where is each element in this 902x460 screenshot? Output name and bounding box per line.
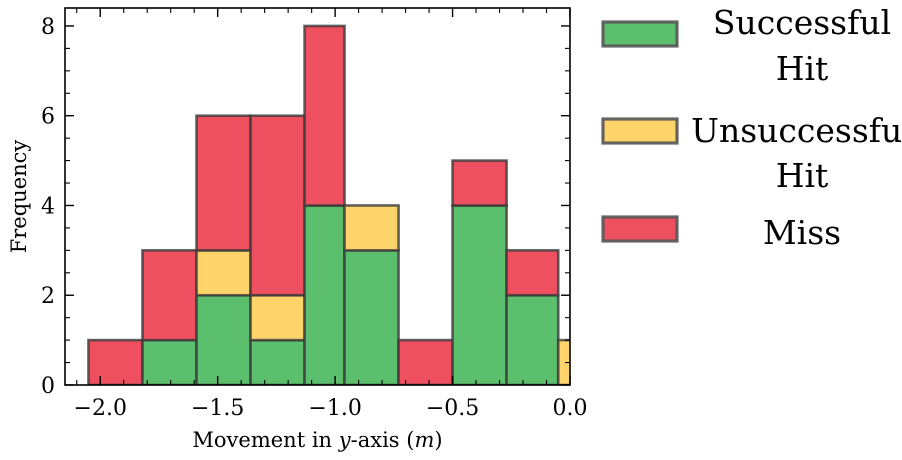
bar-unsuccessful-hit-bin-5 [343, 204, 400, 252]
bar-unsuccessful-hit-bin-3 [249, 293, 306, 342]
legend-label: Successful [713, 3, 891, 42]
x-tick-label: −0.5 [426, 396, 479, 421]
x-tick-label: −1.5 [191, 396, 244, 421]
x-axis-label-part: ) [434, 428, 442, 452]
legend-swatch [601, 215, 679, 243]
x-axis-label-part: -axis ( [351, 428, 415, 452]
bars-group [87, 24, 570, 385]
tick-labels-group: −2.0 −1.5 −1.0 −0.5 0.0 0 2 4 6 8 [41, 15, 588, 421]
y-tick-label: 6 [41, 105, 55, 130]
x-tick-label: −1.0 [308, 396, 361, 421]
bar-successful-hit-bin-5 [343, 249, 400, 385]
x-axis-label-part: m [414, 428, 434, 452]
bar-successful-hit-bin-4 [303, 204, 346, 385]
bar-miss-bin-1 [141, 249, 198, 342]
bar-miss-bin-3 [249, 114, 306, 297]
bar-successful-hit-bin-2 [195, 293, 252, 385]
y-axis-label: Frequency [7, 140, 31, 254]
bar-unsuccessful-hit-bin-9 [556, 338, 570, 385]
legend-label: Miss [763, 213, 841, 252]
y-tick-label: 2 [41, 284, 55, 309]
bar-unsuccessful-hit-bin-2 [195, 249, 252, 297]
legend-swatch [601, 117, 679, 145]
axes-frame [64, 7, 571, 386]
bar-miss-bin-7 [451, 159, 508, 207]
bar-successful-hit-bin-1 [141, 338, 198, 385]
x-tick-label: 0.0 [553, 396, 588, 421]
y-tick-label: 0 [41, 374, 55, 399]
x-axis-label-part: Movement in [192, 428, 338, 452]
plot-area: −2.0 −1.5 −1.0 −0.5 0.0 0 2 4 6 8 [41, 7, 588, 421]
legend: Successful Hit Unsuccessful Hit Miss [601, 3, 902, 252]
legend-label: Unsuccessful [691, 111, 902, 150]
x-tick-label: −2.0 [74, 396, 127, 421]
y-tick-label: 8 [41, 15, 55, 40]
x-axis-label-part: y [338, 428, 352, 452]
bar-successful-hit-bin-7 [451, 204, 508, 385]
bar-miss-bin-0 [87, 338, 144, 385]
bar-successful-hit-bin-3 [249, 338, 306, 385]
bar-miss-bin-6 [397, 338, 454, 385]
ticks-group [65, 8, 571, 386]
bar-miss-bin-4 [303, 24, 346, 207]
y-tick-label: 4 [41, 194, 55, 219]
legend-label: Hit [776, 156, 829, 195]
x-axis-label: Movement in y-axis (m) [192, 428, 442, 452]
bar-miss-bin-8 [505, 249, 560, 297]
legend-swatch [601, 20, 679, 48]
bar-miss-bin-2 [195, 114, 252, 252]
legend-label: Hit [776, 49, 829, 88]
bar-successful-hit-bin-8 [505, 293, 560, 385]
